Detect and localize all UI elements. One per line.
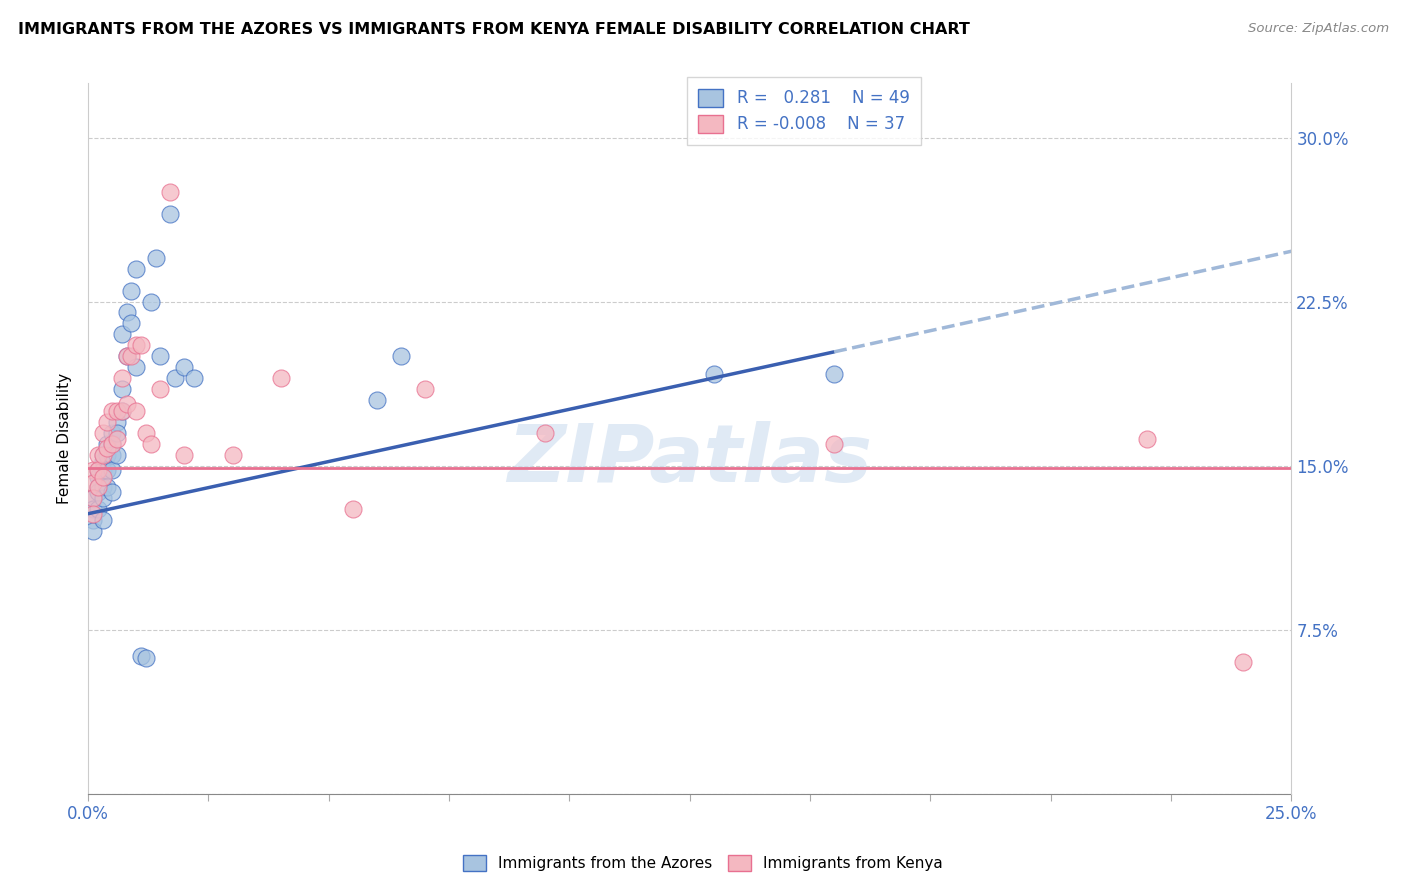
Point	[183, 371, 205, 385]
Point	[82, 476, 104, 491]
Point	[105, 425, 128, 440]
Point	[121, 349, 143, 363]
Point	[413, 382, 436, 396]
Text: ZIPatlas: ZIPatlas	[508, 421, 872, 499]
Point	[105, 448, 128, 462]
Point	[82, 507, 104, 521]
Point	[87, 448, 110, 462]
Point	[96, 463, 118, 477]
Point	[96, 436, 118, 450]
Point	[173, 360, 195, 375]
Point	[91, 491, 114, 506]
Point	[115, 349, 138, 363]
Point	[129, 648, 152, 663]
Point	[1232, 656, 1254, 670]
Point	[703, 367, 725, 381]
Point	[823, 436, 845, 450]
Point	[82, 524, 104, 539]
Point	[159, 207, 181, 221]
Point	[91, 448, 114, 462]
Point	[87, 469, 110, 483]
Point	[96, 415, 118, 429]
Point	[101, 463, 124, 477]
Point	[91, 463, 114, 477]
Point	[139, 294, 162, 309]
Point	[534, 425, 557, 440]
Point	[121, 317, 143, 331]
Point	[101, 448, 124, 462]
Point	[115, 397, 138, 411]
Point	[82, 491, 104, 506]
Point	[87, 480, 110, 494]
Point	[91, 513, 114, 527]
Point	[111, 371, 134, 385]
Point	[105, 404, 128, 418]
Text: IMMIGRANTS FROM THE AZORES VS IMMIGRANTS FROM KENYA FEMALE DISABILITY CORRELATIO: IMMIGRANTS FROM THE AZORES VS IMMIGRANTS…	[18, 22, 970, 37]
Point	[82, 513, 104, 527]
Point	[91, 448, 114, 462]
Point	[366, 392, 388, 407]
Point	[91, 454, 114, 468]
Point	[125, 360, 148, 375]
Point	[389, 349, 412, 363]
Point	[91, 425, 114, 440]
Point	[82, 502, 104, 516]
Point	[139, 436, 162, 450]
Point	[101, 484, 124, 499]
Point	[101, 425, 124, 440]
Point	[96, 448, 118, 462]
Point	[87, 502, 110, 516]
Point	[125, 404, 148, 418]
Point	[87, 463, 110, 477]
Point	[105, 433, 128, 447]
Point	[159, 185, 181, 199]
Point	[163, 371, 186, 385]
Text: Source: ZipAtlas.com: Source: ZipAtlas.com	[1249, 22, 1389, 36]
Point	[101, 436, 124, 450]
Point	[82, 491, 104, 506]
Point	[96, 480, 118, 494]
Point	[823, 367, 845, 381]
Point	[101, 436, 124, 450]
Point	[1136, 433, 1159, 447]
Point	[135, 651, 157, 665]
Point	[121, 284, 143, 298]
Point	[125, 338, 148, 352]
Point	[101, 404, 124, 418]
Point	[87, 480, 110, 494]
Point	[149, 382, 172, 396]
Point	[342, 502, 364, 516]
Point	[270, 371, 292, 385]
Point	[87, 463, 110, 477]
Point	[145, 251, 167, 265]
Point	[111, 404, 134, 418]
Point	[87, 484, 110, 499]
Point	[149, 349, 172, 363]
Point	[129, 338, 152, 352]
Point	[82, 463, 104, 477]
Point	[111, 382, 134, 396]
Point	[115, 349, 138, 363]
Legend: Immigrants from the Azores, Immigrants from Kenya: Immigrants from the Azores, Immigrants f…	[457, 849, 949, 877]
Point	[135, 425, 157, 440]
Point	[125, 261, 148, 276]
Point	[91, 480, 114, 494]
Point	[115, 305, 138, 319]
Point	[111, 327, 134, 342]
Point	[91, 469, 114, 483]
Point	[105, 415, 128, 429]
Point	[96, 441, 118, 455]
Point	[221, 448, 243, 462]
Legend: R =   0.281    N = 49, R = -0.008    N = 37: R = 0.281 N = 49, R = -0.008 N = 37	[686, 77, 921, 145]
Y-axis label: Female Disability: Female Disability	[58, 373, 72, 504]
Point	[111, 404, 134, 418]
Point	[173, 448, 195, 462]
